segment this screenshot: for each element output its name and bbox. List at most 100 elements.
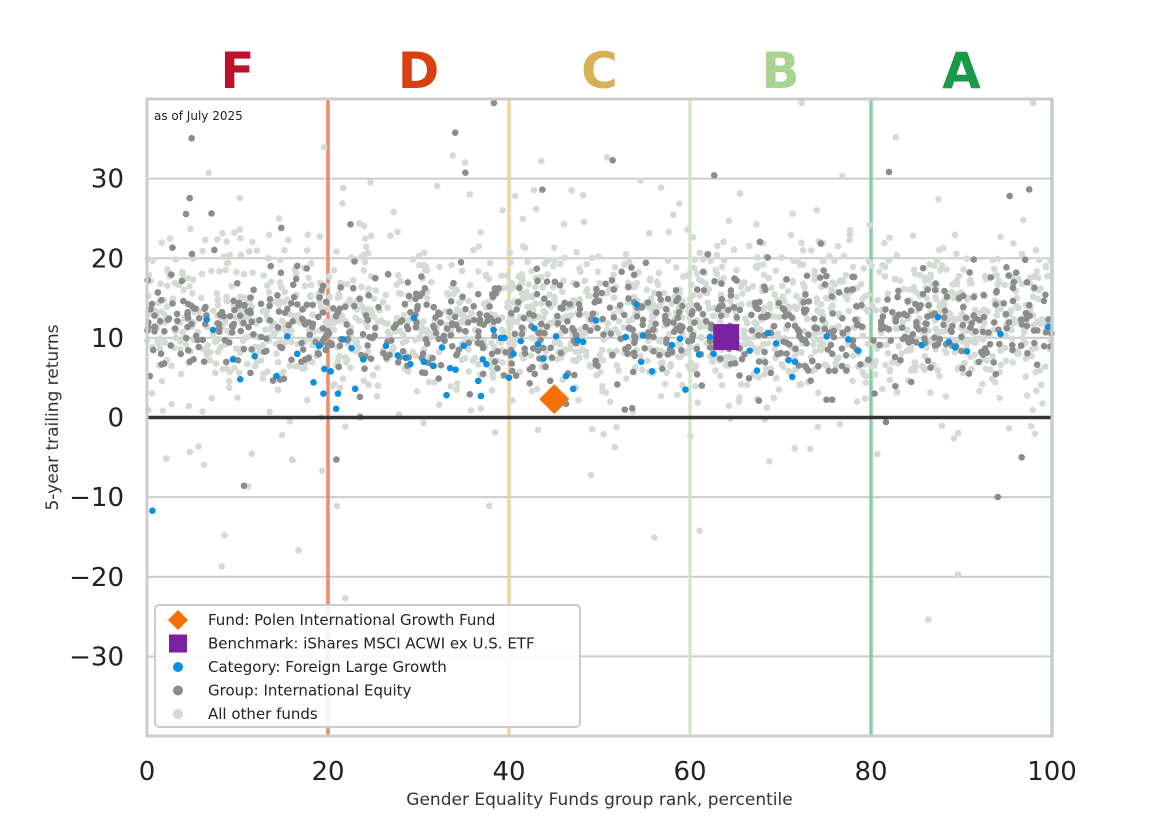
data-point bbox=[682, 386, 689, 393]
data-point bbox=[236, 312, 244, 320]
data-point bbox=[486, 303, 493, 310]
data-point bbox=[943, 266, 950, 273]
data-point bbox=[599, 315, 607, 323]
data-point bbox=[278, 283, 285, 291]
data-point bbox=[372, 287, 380, 294]
x-tick-label: 40 bbox=[492, 757, 525, 787]
data-point bbox=[421, 267, 429, 274]
data-point bbox=[617, 335, 625, 343]
data-point bbox=[670, 319, 677, 327]
data-point bbox=[274, 358, 282, 366]
data-point bbox=[910, 283, 918, 291]
data-point bbox=[184, 346, 192, 354]
data-point bbox=[966, 269, 974, 276]
data-point bbox=[173, 310, 181, 318]
data-point bbox=[736, 190, 744, 197]
data-point bbox=[491, 358, 499, 366]
data-point bbox=[531, 325, 538, 332]
data-point bbox=[844, 295, 851, 303]
data-point bbox=[147, 305, 154, 313]
data-point bbox=[508, 360, 515, 367]
data-point bbox=[786, 304, 794, 312]
data-point bbox=[878, 385, 886, 393]
data-point bbox=[262, 335, 270, 342]
data-point bbox=[845, 336, 852, 343]
data-point bbox=[868, 301, 876, 309]
data-point bbox=[608, 277, 616, 284]
data-point bbox=[553, 312, 561, 320]
data-point bbox=[954, 571, 962, 578]
data-point bbox=[371, 324, 379, 332]
data-point bbox=[828, 293, 836, 300]
data-point bbox=[504, 299, 511, 306]
data-point bbox=[336, 352, 343, 360]
data-point bbox=[849, 263, 857, 271]
data-point bbox=[785, 367, 793, 375]
data-point bbox=[647, 275, 654, 283]
data-point bbox=[237, 307, 245, 315]
data-point bbox=[186, 194, 193, 202]
data-point bbox=[1036, 367, 1044, 374]
data-point bbox=[793, 292, 800, 300]
data-point bbox=[335, 317, 343, 325]
data-point bbox=[996, 394, 1003, 402]
data-point bbox=[351, 302, 358, 310]
data-point bbox=[607, 330, 615, 337]
data-point bbox=[421, 284, 429, 292]
data-point bbox=[509, 397, 516, 404]
data-point bbox=[382, 291, 390, 299]
data-point bbox=[569, 324, 576, 332]
data-point bbox=[480, 321, 488, 328]
data-point bbox=[571, 371, 578, 379]
data-point bbox=[269, 377, 277, 384]
data-point bbox=[598, 289, 605, 297]
data-point bbox=[379, 298, 387, 306]
data-point bbox=[893, 252, 901, 259]
data-point bbox=[655, 290, 663, 298]
data-point bbox=[743, 334, 750, 342]
data-point bbox=[149, 507, 156, 514]
data-point bbox=[755, 262, 763, 269]
data-point bbox=[157, 296, 165, 304]
data-point bbox=[745, 374, 753, 382]
data-point bbox=[248, 318, 256, 326]
data-point bbox=[573, 248, 580, 256]
data-point bbox=[843, 286, 851, 294]
data-point bbox=[696, 527, 703, 535]
data-point bbox=[506, 249, 514, 257]
data-point bbox=[599, 387, 606, 395]
data-point bbox=[166, 235, 174, 242]
data-point bbox=[158, 239, 166, 247]
data-point bbox=[694, 399, 701, 406]
data-point bbox=[587, 327, 594, 334]
data-point bbox=[976, 316, 983, 324]
data-point bbox=[471, 354, 479, 362]
data-point bbox=[997, 330, 1004, 338]
data-point bbox=[830, 333, 838, 341]
data-point bbox=[814, 389, 822, 397]
data-point bbox=[993, 311, 1001, 319]
legend-marker bbox=[173, 709, 183, 719]
data-point bbox=[560, 277, 567, 284]
data-point bbox=[240, 270, 248, 278]
data-point bbox=[394, 228, 401, 236]
data-point bbox=[228, 322, 236, 330]
data-point bbox=[633, 313, 641, 320]
data-point bbox=[693, 286, 701, 293]
data-point bbox=[250, 286, 257, 294]
data-point bbox=[907, 367, 915, 374]
x-tick-label: 20 bbox=[311, 757, 344, 787]
data-point bbox=[960, 266, 967, 273]
data-point bbox=[741, 327, 748, 334]
data-point bbox=[672, 287, 680, 294]
data-point bbox=[834, 323, 842, 330]
data-point bbox=[477, 405, 485, 412]
data-point bbox=[384, 320, 391, 328]
data-point bbox=[872, 307, 880, 314]
data-point bbox=[490, 318, 498, 326]
data-point bbox=[1021, 256, 1029, 264]
legend-entry-label: Fund: Polen International Growth Fund bbox=[208, 611, 495, 629]
data-point bbox=[179, 328, 186, 336]
data-point bbox=[857, 361, 864, 368]
data-point bbox=[226, 251, 233, 259]
